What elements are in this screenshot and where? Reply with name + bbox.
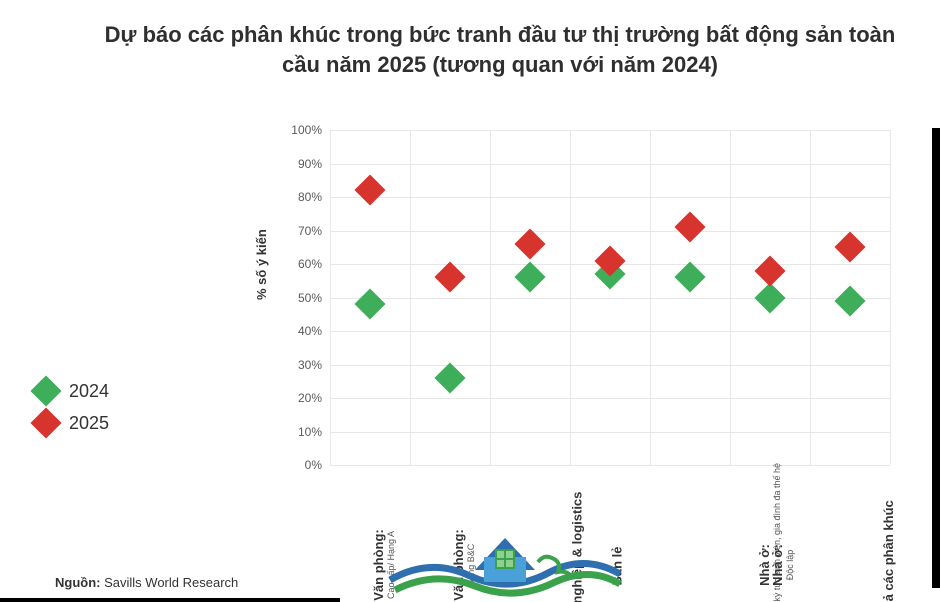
gridline-h bbox=[330, 231, 890, 232]
gridline-h bbox=[330, 432, 890, 433]
gridline-h bbox=[330, 197, 890, 198]
ytick-label: 20% bbox=[280, 391, 322, 405]
ytick-label: 60% bbox=[280, 257, 322, 271]
ytick-label: 80% bbox=[280, 190, 322, 204]
gridline-h bbox=[330, 298, 890, 299]
x-category-label: Văn phòng:Hạng B&C bbox=[415, 475, 485, 503]
source-citation: Nguồn: Savills World Research bbox=[55, 575, 238, 590]
x-category-label: Nhà ở:Nhà dưỡng lão, ký túc sinh viên, g… bbox=[655, 475, 725, 503]
house-logo-icon bbox=[380, 502, 630, 602]
x-category-label: Nhà ở:Độc lập bbox=[735, 475, 805, 503]
marker-2025-2 bbox=[514, 228, 545, 259]
x-category-label-text: Văn phòng:Hạng B&C bbox=[451, 529, 476, 601]
y-axis-title: % số ý kiến bbox=[254, 229, 269, 300]
marker-2025-1 bbox=[434, 262, 465, 293]
source-prefix: Nguồn: bbox=[55, 575, 100, 590]
gridline-h bbox=[330, 331, 890, 332]
watermark-logo bbox=[380, 502, 630, 602]
page: { "title": "Dự báo các phân khúc trong b… bbox=[0, 0, 940, 602]
x-category-label-text: Công nghiệp & logistics bbox=[569, 492, 584, 602]
x-category-label: Văn phòng:Cao cấp/ Hạng A bbox=[335, 475, 405, 503]
marker-2024-5 bbox=[754, 282, 785, 313]
marker-2024-6 bbox=[834, 285, 865, 316]
ytick-label: 50% bbox=[280, 291, 322, 305]
gridline-h bbox=[330, 130, 890, 131]
ytick-label: 90% bbox=[280, 157, 322, 171]
ytick-label: 30% bbox=[280, 358, 322, 372]
x-category-label-text: Tất cả các phân khúc bbox=[881, 500, 896, 602]
x-category-label: Công nghiệp & logistics bbox=[495, 475, 565, 493]
ytick-label: 40% bbox=[280, 324, 322, 338]
legend-item-2025: 2025 bbox=[35, 412, 109, 434]
legend-label-2024: 2024 bbox=[69, 381, 109, 402]
gridline-v bbox=[730, 130, 731, 465]
x-category-label-text: Bán lẻ bbox=[610, 546, 625, 585]
gridline-h bbox=[330, 398, 890, 399]
gridline-v bbox=[410, 130, 411, 465]
gridline-v bbox=[330, 130, 331, 465]
marker-2025-0 bbox=[354, 175, 385, 206]
marker-2025-4 bbox=[674, 212, 705, 243]
ytick-label: 0% bbox=[280, 458, 322, 472]
plot-area: 0%10%20%30%40%50%60%70%80%90%100%Văn phò… bbox=[330, 130, 890, 465]
gridline-v bbox=[490, 130, 491, 465]
legend-label-2025: 2025 bbox=[69, 413, 109, 434]
x-category-sublabel: Cao cấp/ Hạng A bbox=[386, 529, 396, 601]
gridline-h bbox=[330, 164, 890, 165]
gridline-v bbox=[570, 130, 571, 465]
x-category-label: Bán lẻ bbox=[575, 475, 645, 493]
legend-swatch-2025 bbox=[30, 407, 61, 438]
x-category-label-text: Văn phòng:Cao cấp/ Hạng A bbox=[371, 529, 396, 601]
x-category-label: Tất cả các phân khúc bbox=[815, 475, 885, 493]
marker-2024-4 bbox=[674, 262, 705, 293]
x-category-sublabel: Hạng B&C bbox=[466, 529, 476, 601]
gridline-v bbox=[890, 130, 891, 465]
chart-title: Dự báo các phân khúc trong bức tranh đầu… bbox=[90, 20, 910, 79]
legend: 2024 2025 bbox=[35, 380, 109, 444]
edge-artifact-right bbox=[932, 128, 940, 588]
gridline-v bbox=[650, 130, 651, 465]
legend-swatch-2024 bbox=[30, 375, 61, 406]
legend-item-2024: 2024 bbox=[35, 380, 109, 402]
marker-2025-6 bbox=[834, 232, 865, 263]
x-category-sublabel: Độc lập bbox=[785, 544, 795, 586]
chart-area: 0%10%20%30%40%50%60%70%80%90%100%Văn phò… bbox=[330, 130, 890, 465]
marker-2024-1 bbox=[434, 362, 465, 393]
edge-artifact-bottom bbox=[0, 598, 340, 602]
gridline-h bbox=[330, 365, 890, 366]
marker-2024-2 bbox=[514, 262, 545, 293]
gridline-v bbox=[810, 130, 811, 465]
ytick-label: 100% bbox=[280, 123, 322, 137]
source-text: Savills World Research bbox=[104, 575, 238, 590]
marker-2025-5 bbox=[754, 255, 785, 286]
x-category-label-text: Nhà ở:Độc lập bbox=[770, 544, 795, 586]
ytick-label: 70% bbox=[280, 224, 322, 238]
gridline-h bbox=[330, 465, 890, 466]
ytick-label: 10% bbox=[280, 425, 322, 439]
marker-2024-0 bbox=[354, 289, 385, 320]
